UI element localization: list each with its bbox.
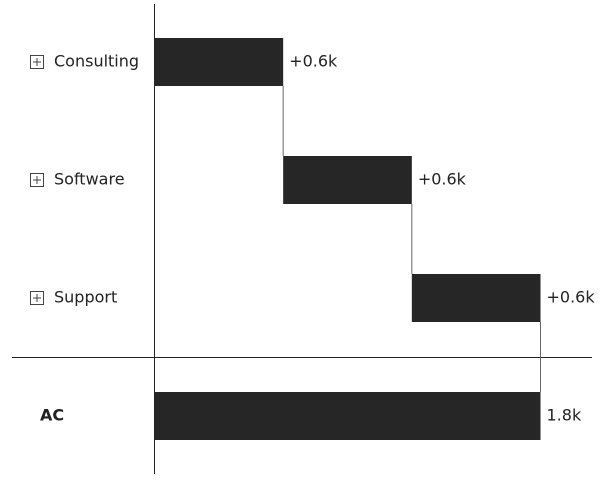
bar: [154, 38, 284, 86]
category-label[interactable]: Software: [54, 170, 125, 189]
expand-icon-box: [30, 291, 44, 305]
bar: [283, 156, 412, 204]
total-label: AC: [40, 406, 64, 425]
expand-icon-box: [30, 173, 44, 187]
category-label[interactable]: Consulting: [54, 52, 139, 71]
bar: [411, 274, 541, 322]
expand-icon-box: [30, 55, 44, 69]
value-label: +0.6k: [418, 170, 467, 189]
category-label[interactable]: Support: [54, 288, 117, 307]
total-value-label: 1.8k: [547, 406, 582, 425]
total-bar: [154, 392, 541, 440]
value-label: +0.6k: [547, 288, 596, 307]
value-label: +0.6k: [289, 52, 338, 71]
